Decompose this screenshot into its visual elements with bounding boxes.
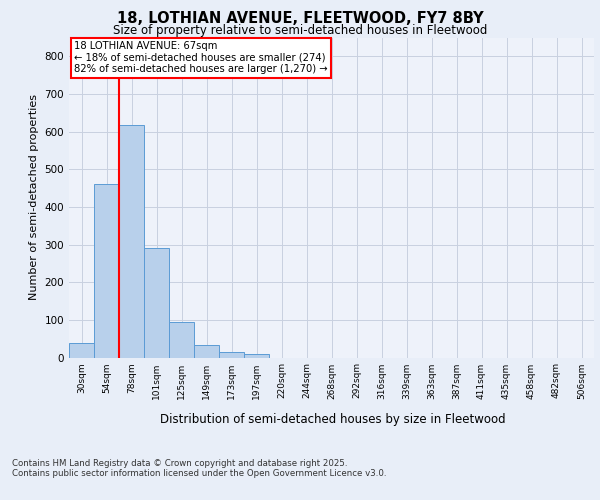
Text: Distribution of semi-detached houses by size in Fleetwood: Distribution of semi-detached houses by … — [160, 412, 506, 426]
Y-axis label: Number of semi-detached properties: Number of semi-detached properties — [29, 94, 39, 300]
Text: Size of property relative to semi-detached houses in Fleetwood: Size of property relative to semi-detach… — [113, 24, 487, 37]
Text: 18 LOTHIAN AVENUE: 67sqm
← 18% of semi-detached houses are smaller (274)
82% of : 18 LOTHIAN AVENUE: 67sqm ← 18% of semi-d… — [74, 42, 328, 74]
Bar — [244, 354, 269, 358]
Text: 18, LOTHIAN AVENUE, FLEETWOOD, FY7 8BY: 18, LOTHIAN AVENUE, FLEETWOOD, FY7 8BY — [116, 11, 484, 26]
Bar — [94, 184, 119, 358]
Bar — [119, 125, 144, 358]
Bar — [69, 343, 94, 357]
Bar — [219, 352, 244, 358]
Bar — [194, 346, 219, 358]
Bar — [169, 322, 194, 358]
Text: Contains public sector information licensed under the Open Government Licence v3: Contains public sector information licen… — [12, 469, 386, 478]
Text: Contains HM Land Registry data © Crown copyright and database right 2025.: Contains HM Land Registry data © Crown c… — [12, 459, 347, 468]
Bar — [144, 248, 169, 358]
